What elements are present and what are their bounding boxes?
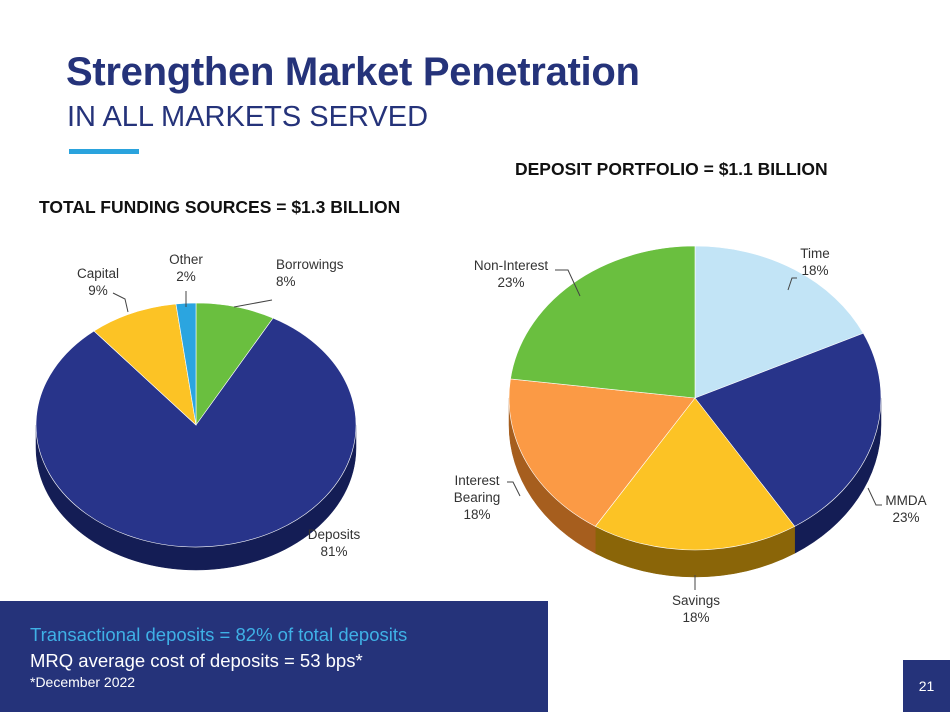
deposit-slice-savings [594, 397, 796, 551]
deposit-portfolio-pie [508, 245, 882, 578]
footer-footnote: *December 2022 [30, 674, 136, 690]
leader-borrowings [233, 299, 273, 308]
footer-callout [0, 601, 548, 712]
label-savings: Savings 18% [672, 593, 720, 625]
label-time: Time 18% [800, 246, 830, 278]
title-accent-bar [69, 149, 139, 154]
deposit-portfolio-title: DEPOSIT PORTFOLIO = $1.1 BILLION [515, 159, 828, 179]
leader-interest-bearing [507, 481, 521, 497]
funding-sources-title: TOTAL FUNDING SOURCES = $1.3 BILLION [39, 197, 401, 217]
deposit-slice-interest-bearing [508, 378, 696, 527]
label-interest-bearing: Interest Bearing 18% [454, 473, 501, 522]
page-subtitle: IN ALL MARKETS SERVED [67, 101, 429, 133]
footer-cost-of-deposits: MRQ average cost of deposits = 53 bps* [30, 650, 363, 671]
leader-mmda [867, 487, 882, 506]
deposit-slice-time [694, 245, 864, 399]
label-deposits: Deposits 81% [308, 527, 361, 559]
deposit-slice-mmda [694, 332, 882, 527]
leader-capital [112, 292, 129, 313]
funding-sources-pie [35, 302, 357, 571]
funding-slice-deposits [35, 317, 357, 548]
label-mmda: MMDA 23% [885, 493, 926, 525]
funding-slice-capital [93, 303, 197, 426]
leader-non-interest [555, 269, 581, 297]
footer-transactional-deposits: Transactional deposits = 82% of total de… [30, 624, 408, 645]
label-capital: Capital 9% [77, 266, 119, 298]
label-borrowings: Borrowings 8% [276, 257, 344, 289]
label-other: Other 2% [169, 252, 203, 284]
deposit-slice-non-interest [510, 245, 696, 399]
page-title: Strengthen Market Penetration [66, 50, 640, 94]
pie-labels: Borrowings 8% Deposits 81% Capital 9% Other 2% T… [77, 246, 927, 625]
leader-time [787, 277, 797, 291]
page-number: 21 [903, 660, 950, 712]
label-non-interest: Non-Interest 23% [474, 258, 549, 290]
